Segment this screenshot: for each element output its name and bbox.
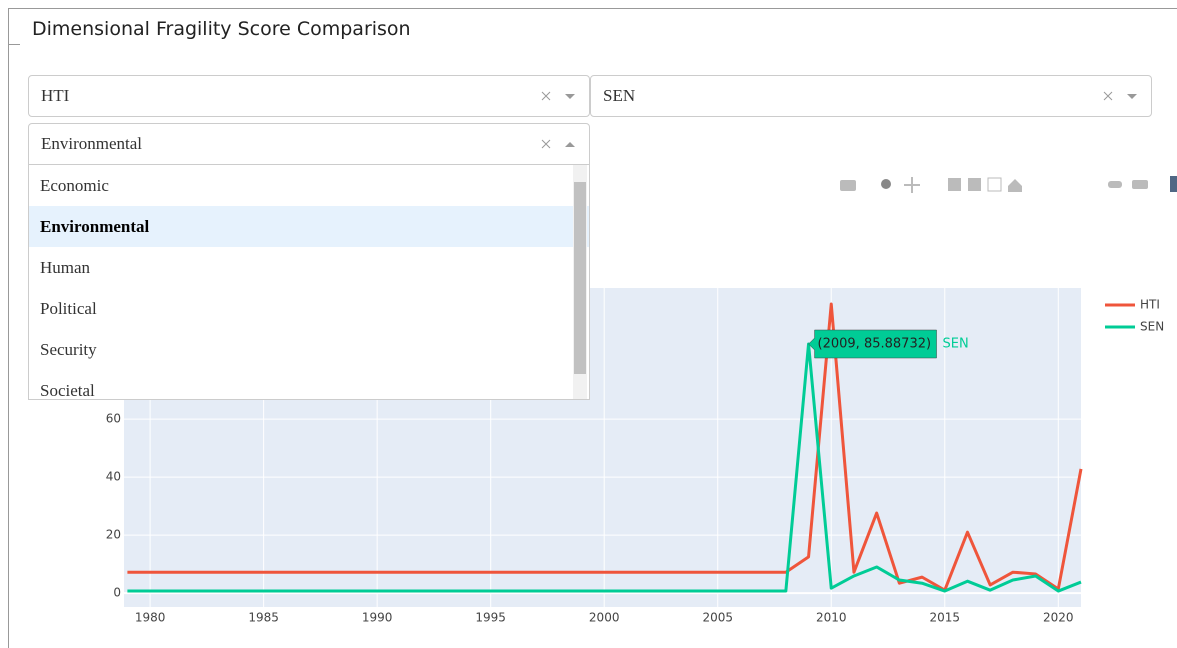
- x-tick-label: 2015: [929, 611, 960, 625]
- y-tick-label: 0: [113, 586, 121, 600]
- header-line: [8, 44, 20, 45]
- legend-label: HTI: [1140, 298, 1160, 312]
- x-tick-label: 1985: [248, 611, 279, 625]
- y-tick-label: 40: [106, 470, 121, 484]
- plotly-logo[interactable]: [1170, 176, 1177, 192]
- x-tick-label: 1980: [135, 611, 166, 625]
- zoom-icon[interactable]: [881, 179, 891, 189]
- x-tick-label: 2020: [1043, 611, 1074, 625]
- dropdown-icons: [541, 91, 575, 101]
- hover-series: SEN: [943, 337, 969, 352]
- x-tick-label: 1995: [475, 611, 506, 625]
- reset-icon[interactable]: [1008, 179, 1022, 192]
- country-a-dropdown[interactable]: HTI: [28, 75, 590, 117]
- dropdown-value: Environmental: [41, 134, 143, 153]
- country-b-dropdown[interactable]: SEN: [590, 75, 1152, 117]
- modebar: [840, 176, 1177, 193]
- legend-label: SEN: [1140, 320, 1164, 334]
- menu-option[interactable]: Security: [40, 340, 97, 359]
- dropdown-icons: [1103, 91, 1137, 101]
- scroll-thumb[interactable]: [574, 182, 586, 374]
- scrollbar: [573, 165, 587, 399]
- zoom-in-icon[interactable]: [948, 178, 961, 191]
- hover-box: [808, 329, 937, 359]
- series-line: [127, 302, 1083, 592]
- zoom-out-icon[interactable]: [968, 178, 981, 191]
- menu-option[interactable]: Human: [40, 258, 91, 277]
- x-tick-label: 2000: [589, 611, 620, 625]
- camera-icon[interactable]: [840, 180, 856, 191]
- menu-option[interactable]: Political: [40, 299, 97, 318]
- page-title: Dimensional Fragility Score Comparison: [32, 18, 411, 40]
- frame: [8, 8, 1177, 648]
- y-tick-label: 20: [106, 528, 121, 542]
- x-tick-label: 1990: [362, 611, 393, 625]
- autoscale-icon[interactable]: [987, 177, 1002, 192]
- menu-option[interactable]: Environmental: [29, 206, 589, 247]
- dimension-dropdown[interactable]: Environmental: [28, 123, 590, 165]
- pan-icon[interactable]: [904, 177, 920, 193]
- dropdown-value: SEN: [603, 86, 636, 105]
- series-line: [127, 342, 1082, 593]
- menu-option[interactable]: Economic: [40, 176, 109, 195]
- y-tick-label: 60: [106, 412, 121, 426]
- hover-icon[interactable]: [1108, 181, 1122, 188]
- dimension-menu: Economic Environmental Human Political Secur…: [28, 165, 590, 400]
- dropdown-value: HTI: [41, 86, 70, 105]
- x-tick-label: 2010: [816, 611, 847, 625]
- x-tick-label: 2005: [702, 611, 733, 625]
- dropdown-icons: [541, 139, 575, 149]
- menu-option[interactable]: Societal: [40, 381, 95, 400]
- hover-label: (2009, 85.88732): [818, 337, 932, 352]
- compare-icon[interactable]: [1132, 180, 1148, 189]
